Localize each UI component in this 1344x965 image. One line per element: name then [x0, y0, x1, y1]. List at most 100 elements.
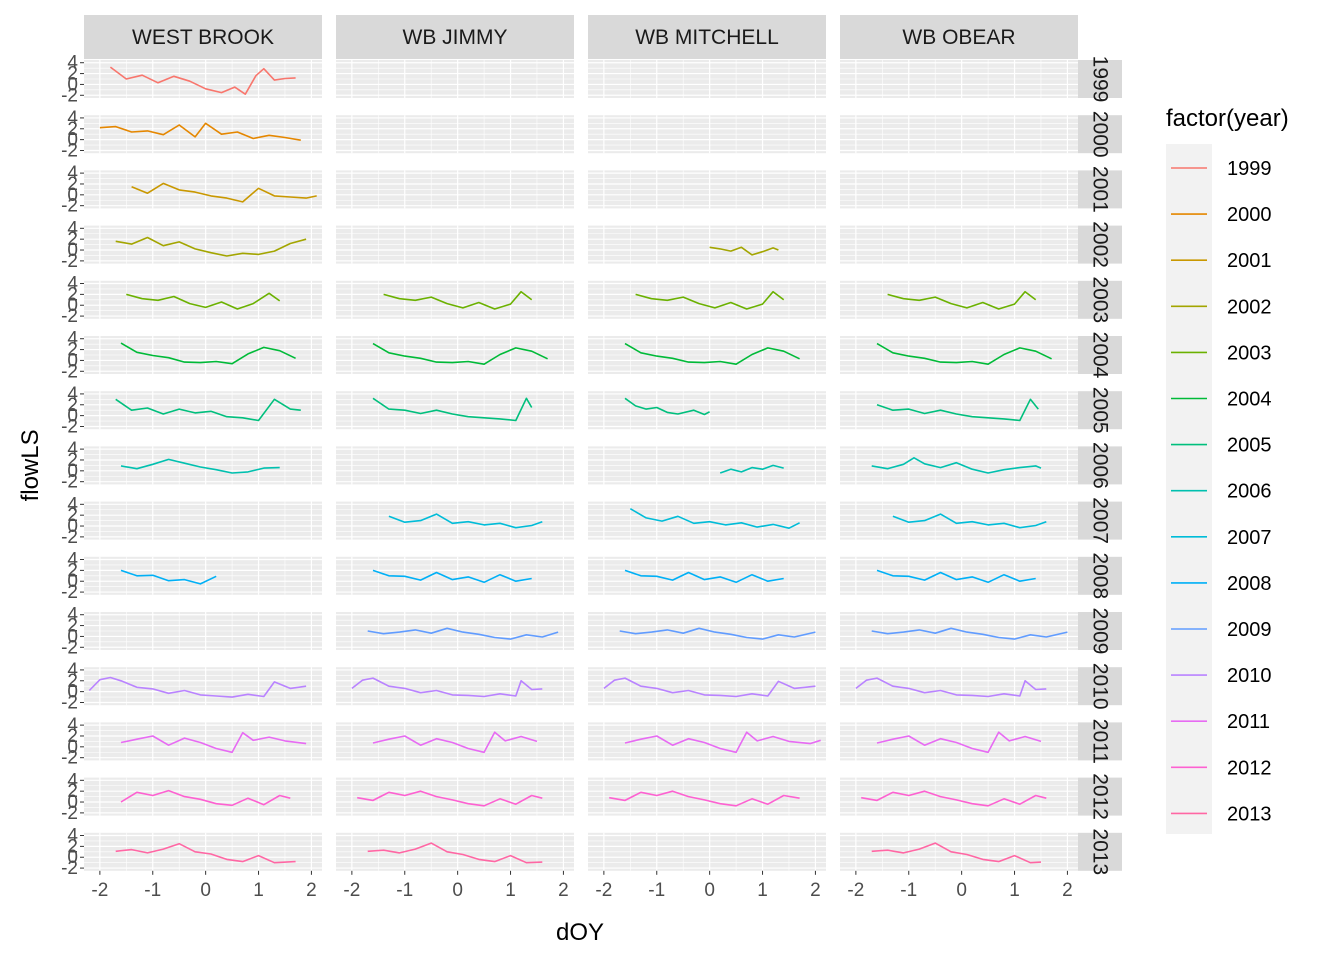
y-tick-label: -2 [61, 527, 78, 548]
row-label-2013: 2013 [1089, 828, 1112, 875]
y-tick-label: 2 [67, 505, 78, 526]
series-line-2000-west-brook [99, 122, 301, 141]
series-line-2010-wb-mitchell [603, 677, 816, 698]
x-tick-label: 1 [505, 880, 516, 901]
x-tick-label: 0 [704, 880, 715, 901]
series-line-2005-wb-jimmy [372, 397, 533, 422]
series-line-2006-west-brook [120, 458, 280, 474]
y-tick-label: 2 [67, 450, 78, 471]
row-strip-2011 [1078, 722, 1122, 761]
legend-label-2004: 2004 [1227, 389, 1272, 411]
series-line-2012-wb-obear [861, 790, 1047, 807]
y-tick-label: 4 [67, 715, 78, 736]
y-axis-title: flowLS [17, 429, 44, 501]
row-label-2003: 2003 [1089, 276, 1112, 323]
y-tick-label: -2 [61, 472, 78, 493]
series-line-1999-west-brook [109, 66, 296, 95]
facet-strip-2 [588, 15, 826, 59]
series-line-2012-west-brook [120, 789, 291, 807]
legend-key-bg [1166, 144, 1212, 834]
row-strip-2005 [1078, 391, 1122, 430]
series-line-2009-wb-mitchell [619, 627, 816, 640]
legend-label-2001: 2001 [1227, 250, 1272, 272]
y-tick-label: -2 [61, 306, 78, 327]
series-line-2011-wb-obear [876, 731, 1042, 754]
legend-label-2011: 2011 [1227, 711, 1270, 733]
row-label-2012: 2012 [1089, 773, 1112, 820]
facet-label-wb-obear: WB OBEAR [902, 26, 1015, 49]
series-line-2012-wb-mitchell [609, 790, 800, 807]
x-tick-label: 2 [1062, 880, 1073, 901]
legend-label-2000: 2000 [1227, 204, 1272, 226]
y-tick-label: 4 [67, 384, 78, 405]
x-tick-label: 0 [956, 880, 967, 901]
y-tick-label: 4 [67, 550, 78, 571]
series-line-2013-wb-jimmy [367, 842, 543, 864]
legend-label-2008: 2008 [1227, 573, 1272, 595]
facet-strip-0 [84, 15, 322, 59]
row-strip-2009 [1078, 612, 1122, 650]
y-tick-label: 0 [67, 516, 78, 537]
y-tick-label: 2 [67, 64, 78, 85]
y-tick-label: 2 [67, 284, 78, 305]
row-label-2011: 2011 [1089, 719, 1112, 764]
legend-label-2006: 2006 [1227, 481, 1272, 503]
series-line-2007-wb-mitchell [629, 508, 800, 529]
x-tick-label: 0 [200, 880, 211, 901]
series-line-2008-wb-obear [876, 569, 1036, 584]
series-line-2009-wb-jimmy [367, 627, 559, 640]
row-strip-2006 [1078, 446, 1122, 485]
y-tick-label: -2 [61, 692, 78, 713]
legend-title: factor(year) [1166, 105, 1289, 132]
legend-label-2007: 2007 [1227, 527, 1272, 549]
series-line-2006-wb-obear [871, 457, 1042, 474]
x-tick-label: -2 [343, 880, 360, 901]
legend-label-2010: 2010 [1227, 665, 1272, 687]
series-line-2003-wb-obear [887, 290, 1037, 310]
y-tick-label: 0 [67, 461, 78, 482]
row-strip-2003 [1078, 280, 1122, 319]
series-line-2006-wb-mitchell [719, 464, 784, 474]
x-tick-label: 1 [757, 880, 768, 901]
series-line-2011-wb-mitchell [624, 731, 821, 754]
row-label-2004: 2004 [1089, 332, 1112, 379]
row-strip-2012 [1078, 777, 1122, 816]
series-line-2004-wb-jimmy [372, 342, 548, 365]
y-tick-label: 0 [67, 74, 78, 95]
y-tick-label: 4 [67, 163, 78, 184]
row-label-2008: 2008 [1089, 552, 1112, 599]
y-tick-label: -2 [61, 85, 78, 106]
legend-label-2003: 2003 [1227, 342, 1272, 364]
y-tick-label: 4 [67, 826, 78, 847]
x-tick-label: 2 [306, 880, 317, 901]
row-strip-2002 [1078, 225, 1122, 264]
row-strip-2008 [1078, 556, 1122, 595]
x-tick-label: 1 [253, 880, 264, 901]
row-label-2000: 2000 [1089, 111, 1112, 158]
series-line-2002-west-brook [115, 236, 307, 257]
series-line-2012-wb-jimmy [357, 790, 543, 807]
row-label-2001: 2001 [1089, 166, 1112, 213]
x-axis-title: dOY [556, 919, 604, 946]
y-tick-label: 2 [67, 836, 78, 857]
y-tick-label: -2 [61, 196, 78, 217]
row-strip-2001 [1078, 170, 1122, 209]
legend-label-2002: 2002 [1227, 296, 1272, 318]
row-label-1999: 1999 [1089, 56, 1112, 103]
y-tick-label: -2 [61, 858, 78, 879]
y-tick-label: 0 [67, 130, 78, 151]
series-line-2010-west-brook [88, 676, 307, 698]
series-line-2003-west-brook [126, 292, 281, 310]
y-tick-label: -2 [61, 251, 78, 272]
y-tick-label: 0 [67, 350, 78, 371]
series-line-2008-wb-mitchell [624, 569, 784, 584]
row-strip-2010 [1078, 667, 1122, 706]
y-tick-label: 2 [67, 616, 78, 637]
y-tick-label: 2 [67, 119, 78, 140]
y-tick-label: 2 [67, 560, 78, 581]
series-line-2004-wb-mitchell [624, 342, 800, 365]
row-label-2010: 2010 [1089, 663, 1112, 710]
y-tick-label: 4 [67, 605, 78, 626]
